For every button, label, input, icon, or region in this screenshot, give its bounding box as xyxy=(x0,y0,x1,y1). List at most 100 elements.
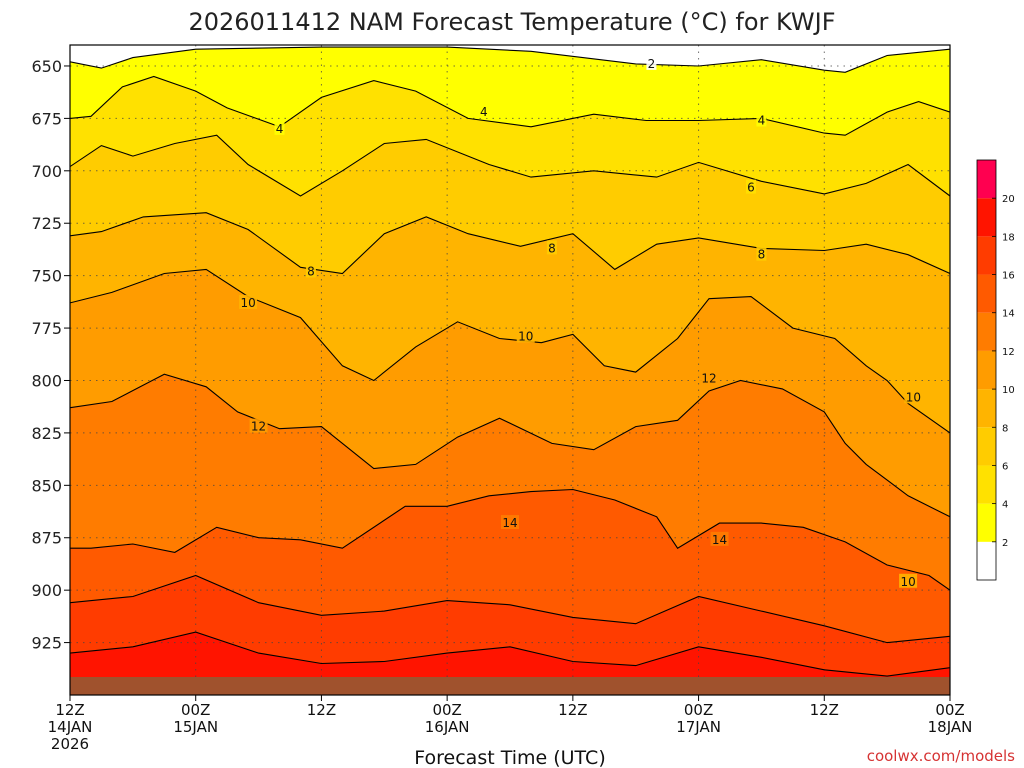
x-tick-label-0-1: 12Z xyxy=(55,701,84,719)
y-tick-label-700: 700 xyxy=(31,162,62,181)
contour-label-14: 14 xyxy=(712,533,727,547)
contour-label-4: 6 xyxy=(747,181,755,195)
x-tick-label-84-2: 18JAN xyxy=(928,718,973,736)
colorbar: 2 4 6 8 10 12 14 16 18 20 xyxy=(976,159,1015,581)
contour-label-bg-13 xyxy=(501,515,519,530)
contour-label-0: 2 xyxy=(648,57,656,71)
y-tick-label-875: 875 xyxy=(31,529,62,548)
x-tick-label-60-1: 00Z xyxy=(684,701,713,719)
colorbar-label-4: 4 xyxy=(1002,500,1008,511)
colorbar-swatch-8 xyxy=(977,389,996,428)
colorbar-swatch-6 xyxy=(977,427,996,466)
contour-label-11: 12 xyxy=(251,420,266,434)
colorbar-swatch-12 xyxy=(977,312,996,351)
contour-label-bg-7 xyxy=(756,246,767,261)
colorbar-label-2: 2 xyxy=(1002,538,1008,549)
contour-18 xyxy=(70,631,950,677)
x-tick-label-12-2: 15JAN xyxy=(173,718,218,736)
contour-label-bg-4 xyxy=(745,179,756,194)
y-tick-label-775: 775 xyxy=(31,319,62,338)
contour-label-bg-15 xyxy=(899,573,918,588)
contour-label-2: 4 xyxy=(480,105,488,119)
contour-label-15: 10 xyxy=(900,575,915,589)
y-tick-label-825: 825 xyxy=(31,424,62,443)
contour-label-8: 10 xyxy=(240,296,255,310)
y-tick-label-900: 900 xyxy=(31,581,62,600)
ground-surface xyxy=(70,677,950,695)
x-tick-label-0-2: 14JAN xyxy=(48,718,93,736)
contour-lines xyxy=(70,46,950,677)
plot-area: 2 4 4 4 6 8 8 8 10 10 10 12 12 14 14 10 xyxy=(70,45,950,695)
contour-label-bg-11 xyxy=(249,418,268,433)
y-tick-label-750: 750 xyxy=(31,267,62,286)
contour-label-bg-3 xyxy=(756,112,767,127)
colorbar-label-18: 18 xyxy=(1002,232,1015,243)
x-tick-label-36-2: 16JAN xyxy=(425,718,470,736)
x-tick-label-48-1: 12Z xyxy=(558,701,587,719)
contour-label-bg-14 xyxy=(710,531,729,546)
colorbar-swatch-0 xyxy=(977,541,996,580)
temperature-bands xyxy=(70,45,950,695)
contour-label-6: 8 xyxy=(548,241,556,255)
contour-label-7: 8 xyxy=(758,248,766,262)
y-tick-label-725: 725 xyxy=(31,214,62,233)
contour-10 xyxy=(70,268,950,434)
y-tick-label-800: 800 xyxy=(31,371,62,390)
contour-14 xyxy=(70,488,950,591)
contour-label-1: 4 xyxy=(276,122,284,136)
contour-label-bg-0 xyxy=(646,55,657,70)
colorbar-swatch-2 xyxy=(977,503,996,542)
gridlines xyxy=(70,45,950,695)
contour-8 xyxy=(70,212,950,275)
colorbar-swatch-4 xyxy=(977,465,996,504)
contour-label-bg-9 xyxy=(516,328,535,343)
x-tick-label-36-1: 00Z xyxy=(432,701,461,719)
y-tick-label-925: 925 xyxy=(31,634,62,653)
colorbar-frame xyxy=(976,159,997,581)
colorbar-label-20: 20 xyxy=(1002,194,1015,205)
credit-link[interactable]: coolwx.com/models xyxy=(867,747,1015,765)
x-tick-label-24-1: 12Z xyxy=(307,701,336,719)
colorbar-label-14: 14 xyxy=(1002,309,1015,320)
y-axis: 650 675 700 725 750 775 800 825 850 875 900 925 xyxy=(31,57,70,653)
colorbar-swatch-10 xyxy=(977,350,996,390)
contour-label-10: 10 xyxy=(906,390,921,404)
colorbar-swatch-14 xyxy=(977,274,996,313)
x-tick-label-0-3: 2026 xyxy=(51,735,89,753)
contour-12 xyxy=(70,373,950,518)
y-tick-label-650: 650 xyxy=(31,57,62,76)
contour-label-9: 10 xyxy=(518,329,533,343)
colorbar-label-8: 8 xyxy=(1002,423,1008,434)
contour-label-5: 8 xyxy=(307,264,315,278)
contour-label-bg-6 xyxy=(546,240,557,255)
contour-2 xyxy=(70,46,950,73)
contour-6 xyxy=(70,134,950,197)
y-tick-label-850: 850 xyxy=(31,476,62,495)
x-axis-title: Forecast Time (UTC) xyxy=(414,747,605,768)
colorbar-swatch-16 xyxy=(977,236,996,275)
ground-band xyxy=(70,677,950,695)
chart-title: 2026011412 NAM Forecast Temperature (°C)… xyxy=(188,8,835,36)
plot-frame xyxy=(69,44,951,696)
contour-labels: 2 4 4 4 6 8 8 8 10 10 10 12 12 14 14 10 xyxy=(239,55,923,589)
contour-label-bg-10 xyxy=(904,389,923,404)
contour-label-bg-5 xyxy=(305,263,316,278)
contour-16 xyxy=(70,574,950,644)
x-tick-label-60-2: 17JAN xyxy=(676,718,721,736)
x-tick-label-84-1: 00Z xyxy=(935,701,964,719)
contour-label-3: 4 xyxy=(758,113,766,127)
x-tick-label-12-1: 00Z xyxy=(181,701,210,719)
colorbar-label-12: 12 xyxy=(1002,347,1015,358)
contour-label-bg-1 xyxy=(274,120,285,135)
contour-label-bg-2 xyxy=(478,104,489,119)
colorbar-swatch-20 xyxy=(977,160,996,199)
colorbar-swatch-18 xyxy=(977,198,996,237)
contour-label-bg-12 xyxy=(700,370,719,385)
contour-label-12: 12 xyxy=(701,371,716,385)
colorbar-label-6: 6 xyxy=(1002,461,1008,472)
colorbar-label-10: 10 xyxy=(1002,385,1015,396)
y-tick-label-675: 675 xyxy=(31,109,62,128)
contour-label-13: 14 xyxy=(502,516,517,530)
